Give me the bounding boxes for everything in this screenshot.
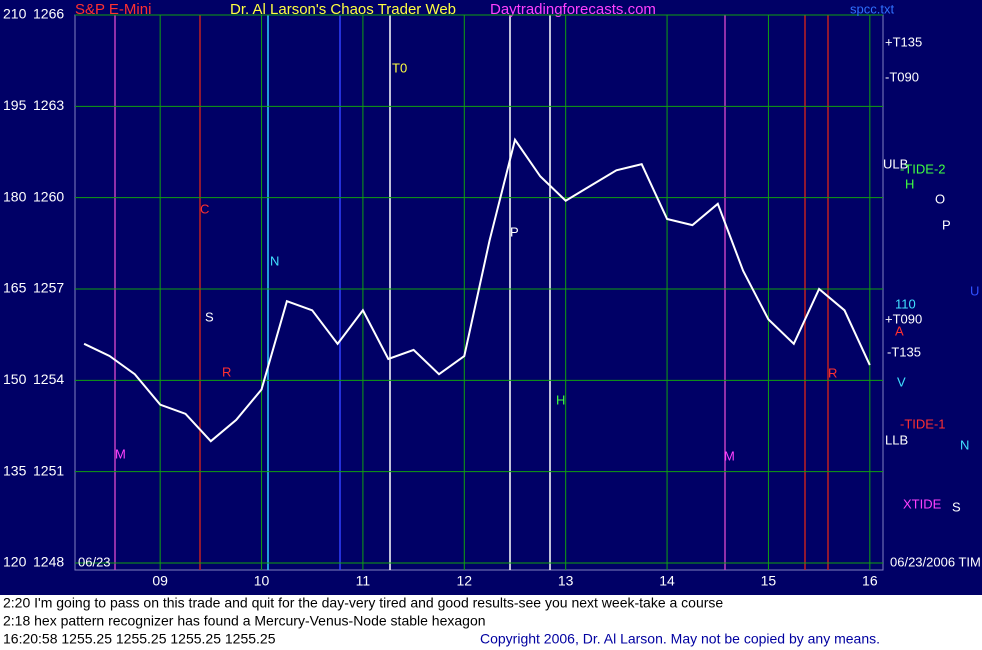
annotation: O [935, 191, 945, 206]
annotation: P [942, 217, 951, 232]
background [0, 0, 982, 595]
x-tick-label: 13 [558, 573, 574, 589]
y-tick-label: 1260 [33, 188, 64, 204]
x-tick-label: 15 [761, 573, 777, 589]
title: S&P E-Mini [75, 1, 151, 18]
y2-tick-label: 150 [3, 371, 27, 387]
annotation: -T135 [887, 344, 921, 359]
annotation: spcc.txt [850, 1, 894, 16]
y2-tick-label: 120 [3, 554, 27, 570]
x-tick-label: 12 [457, 573, 473, 589]
y2-tick-label: 180 [3, 188, 27, 204]
annotation: N [270, 253, 279, 268]
annotation: H [905, 176, 914, 191]
annotation: LLB [885, 432, 908, 447]
y-tick-label: 1257 [33, 280, 64, 296]
title: Dr. Al Larson's Chaos Trader Web [230, 1, 456, 18]
price-line [83, 137, 871, 443]
y-tick-label: 1266 [33, 6, 64, 22]
x-tick-label: 09 [152, 573, 168, 589]
annotation: R [222, 364, 231, 379]
annotation: XTIDE [903, 496, 942, 511]
annotation: U [970, 283, 979, 298]
y2-tick-label: 195 [3, 97, 27, 113]
status: 16:20:58 1255.25 1255.25 1255.25 1255.25 [3, 631, 276, 647]
annotation: R [828, 365, 837, 380]
note: 2:18 hex pattern recognizer has found a … [3, 613, 486, 629]
annotation: N [960, 437, 969, 452]
annotation: V [897, 374, 906, 389]
annotation: M [724, 448, 735, 463]
annotation: T0 [392, 60, 407, 75]
title: Daytradingforecasts.com [490, 1, 656, 18]
x-tick-label: 14 [659, 573, 675, 589]
annotation: P [510, 224, 519, 239]
annotation: 06/23/2006 TIM [890, 554, 981, 569]
annotation: 110 [895, 296, 916, 311]
footer-background [0, 595, 982, 650]
y-tick-label: 1254 [33, 371, 64, 387]
y-tick-label: 1263 [33, 97, 64, 113]
copyright: Copyright 2006, Dr. Al Larson. May not b… [480, 631, 880, 647]
annotation: ULB [883, 156, 908, 171]
annotation: -TIDE-1 [900, 416, 946, 431]
annotation: +T135 [885, 34, 922, 49]
y-tick-label: 1248 [33, 554, 64, 570]
x-tick-label: 11 [356, 573, 371, 589]
annotation: A [895, 323, 904, 338]
annotation: H [556, 392, 565, 407]
annotation: -T090 [885, 69, 919, 84]
x-tick-label: 16 [862, 573, 878, 589]
annotation: 06/23 [78, 554, 111, 569]
x-tick-label: 10 [254, 573, 270, 589]
markers [114, 15, 829, 570]
y2-tick-label: 135 [3, 462, 27, 478]
annotation: S [952, 499, 961, 514]
annotation: -TIDE-2 [900, 161, 946, 176]
y2-tick-label: 210 [3, 6, 27, 22]
annotation: C [200, 201, 209, 216]
annotation: +T090 [885, 311, 922, 326]
y-tick-label: 1251 [33, 462, 64, 478]
annotation: M [115, 446, 126, 461]
y2-tick-label: 165 [3, 280, 27, 296]
annotation: S [205, 309, 214, 324]
note: 2:20 I'm going to pass on this trade and… [3, 595, 723, 611]
